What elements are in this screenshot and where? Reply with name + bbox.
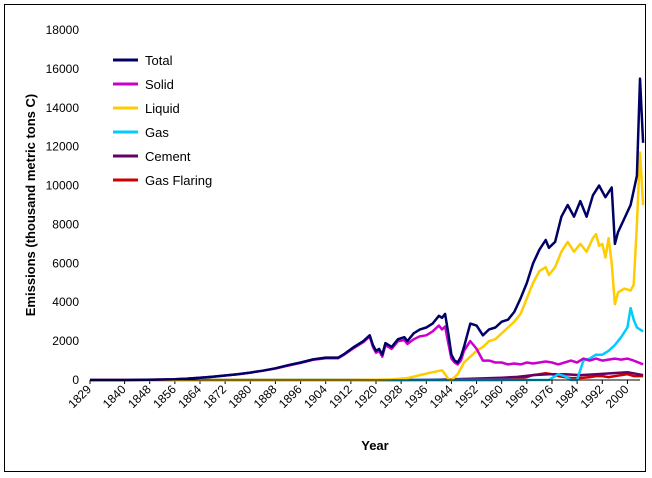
series-lines	[90, 77, 645, 382]
series-line-total	[90, 77, 645, 382]
x-tick-label: 1829	[65, 382, 94, 411]
x-axis-ticks: 1829 184018481856186418721880188818961904…	[65, 380, 632, 411]
x-tick-label: 1928	[376, 382, 405, 411]
chart-frame	[4, 4, 646, 472]
x-tick-label: 1912	[326, 382, 355, 411]
y-tick-label: 2000	[52, 334, 79, 348]
series-line-liquid	[90, 151, 645, 382]
x-tick-label: 1976	[527, 382, 556, 411]
x-tick-label: 1968	[502, 382, 531, 411]
x-tick-label: 1864	[175, 382, 204, 411]
y-tick-label: 10000	[46, 179, 80, 193]
x-tick-label: 1920	[351, 382, 380, 411]
legend-label-liquid: Liquid	[145, 101, 180, 116]
series-line-gas	[90, 306, 644, 382]
x-tick-label: 1856	[150, 382, 179, 411]
legend-label-gas: Gas	[145, 125, 169, 140]
y-axis-ticks: 0 2000 4000 6000 8000 10000 12000 14000 16000 180…	[46, 23, 80, 387]
x-tick-label: 1840	[100, 382, 129, 411]
y-tick-label: 12000	[46, 140, 80, 154]
x-tick-label: 1848	[125, 382, 154, 411]
y-tick-label: 18000	[46, 23, 80, 37]
legend-label-gas-flaring: Gas Flaring	[145, 173, 212, 188]
legend-label-total: Total	[145, 53, 173, 68]
x-tick-label: 1944	[427, 382, 456, 411]
x-tick-label: 1984	[552, 382, 581, 411]
x-tick-label: 1880	[226, 382, 255, 411]
x-tick-label: 1872	[200, 382, 229, 411]
x-tick-label: 1960	[477, 382, 506, 411]
y-tick-label: 4000	[52, 295, 79, 309]
legend-label-cement: Cement	[145, 149, 191, 164]
x-tick-label: 1888	[251, 382, 280, 411]
legend-label-solid: Solid	[145, 77, 174, 92]
x-tick-label: 1936	[402, 382, 431, 411]
x-tick-label: 2000	[603, 382, 632, 411]
y-tick-label: 8000	[52, 217, 79, 231]
x-tick-label: 1896	[276, 382, 305, 411]
y-axis-title: Emissions (thousand metric tons C)	[23, 94, 38, 316]
legend: Total Solid Liquid Gas Cement Gas Flaring	[113, 53, 212, 188]
series-line-solid	[90, 324, 644, 382]
y-tick-label: 14000	[46, 101, 80, 115]
x-tick-label: 1952	[452, 382, 481, 411]
y-tick-label: 16000	[46, 62, 80, 76]
x-tick-label: 1904	[301, 382, 330, 411]
x-tick-label: 1992	[578, 382, 607, 411]
y-tick-label: 0	[72, 373, 79, 387]
x-axis-title: Year	[361, 438, 388, 453]
y-tick-label: 6000	[52, 256, 79, 270]
